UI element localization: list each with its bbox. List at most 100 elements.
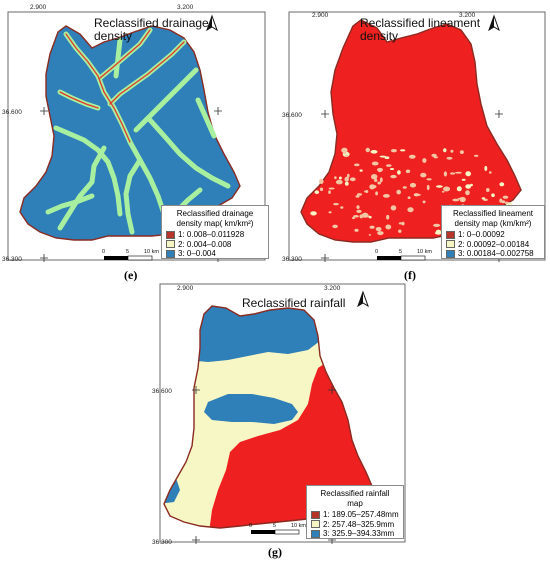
scale-label-5: 5 (126, 249, 129, 255)
lineament-density-patch (443, 148, 447, 153)
lineament-density-patch (409, 182, 417, 188)
lineament-density-patch (499, 198, 503, 203)
stream-network (45, 27, 231, 235)
scale-bar: 0 5 10 km (102, 249, 159, 261)
north-arrow-icon (206, 14, 218, 32)
legend-item-2: 2: 0.004–0.008 (166, 240, 264, 250)
lineament-density-patch (319, 187, 324, 192)
lineament-density-patch (359, 169, 363, 172)
legend-title-line2: map (347, 498, 363, 508)
legend-item-1: 1: 189.05–257.48mm (311, 510, 399, 520)
lineament-density-patch (356, 193, 363, 196)
lineament-density-patch (397, 170, 401, 175)
lineament-density-patch (365, 147, 371, 153)
lineament-density-patch (374, 178, 378, 182)
north-arrow-icon (488, 14, 500, 32)
lineament-density-patch (314, 190, 320, 195)
lineament-density-patch (371, 161, 379, 166)
lineament-density-patch (402, 186, 407, 189)
lineament-density-patch (338, 176, 342, 180)
lineament-density-patch (502, 195, 509, 199)
lineament-density-patch (461, 178, 466, 181)
lineament-density-patch (499, 182, 505, 187)
legend-item-1: 1: 0–0.00092 (446, 230, 540, 240)
map-panel-drainage: 2.900 3.200 36.600 36.300 0 5 10 km Recl… (0, 0, 273, 285)
scale-label-10: 10 km (144, 249, 159, 255)
lineament-density-patch (414, 193, 421, 196)
lineament-density-patch (443, 186, 451, 192)
rainfall-zone-3-middle (204, 394, 298, 424)
lineament-density-patch (401, 221, 405, 226)
legend-swatch (446, 240, 455, 249)
lineament-density-patch (361, 212, 369, 218)
tick-lon-right: 3.200 (177, 4, 194, 11)
lineament-density-patch (390, 174, 397, 179)
lineament-density-patch (501, 200, 506, 204)
north-arrow-icon (357, 290, 369, 308)
lineament-density-patch (409, 154, 416, 159)
lineament-density-patch (450, 172, 456, 175)
lineament-density-patch (341, 147, 348, 153)
legend-swatch (166, 230, 175, 239)
lineament-density-patch (332, 224, 338, 229)
legend-item-2: 2: 0.00092–0.00184 (446, 240, 540, 250)
map-title-line1: Reclassified rainfall (242, 296, 346, 310)
legend-swatch (166, 240, 175, 249)
lineament-density-patch (352, 216, 355, 220)
lineament-density-patch (333, 202, 339, 206)
legend-label: 2: 0.00092–0.00184 (458, 239, 530, 249)
lineament-density-patch (426, 178, 432, 181)
lineament-density-patch (385, 224, 392, 230)
tick-lat-bottom: 36.300 (152, 539, 172, 546)
lineament-density-patch (355, 195, 360, 198)
map-legend: Reclassified drainage density map( km/km… (161, 205, 269, 259)
lineament-density-patch (474, 154, 479, 157)
map-panel-rainfall: 2.900 3.200 36.600 36.300 0 5 10 km Recl… (148, 280, 408, 561)
legend-item-2: 2: 257.48–325.9mm (311, 520, 399, 530)
legend-label: 2: 257.48–325.9mm (323, 519, 395, 529)
tick-lon-left: 2.900 (30, 4, 47, 11)
scale-label-5: 5 (273, 523, 276, 529)
lineament-density-patch (354, 163, 360, 167)
lineament-density-patch (386, 214, 390, 220)
lineament-density-patch (359, 214, 364, 219)
lineament-density-patch (375, 227, 382, 232)
legend-swatch (446, 249, 455, 258)
figure-caption: (f) (404, 268, 416, 282)
lineament-density-patch (356, 209, 362, 213)
tick-lon-left: 2.900 (312, 12, 329, 19)
legend-label: 2: 0.004–0.008 (178, 239, 232, 249)
lineament-density-patch (319, 178, 324, 185)
lineament-density-patch (433, 223, 441, 227)
legend-title-line1: Reclassified rainfall (320, 489, 390, 498)
legend-label: 1: 0–0.00092 (458, 230, 505, 239)
lineament-density-patch (383, 194, 390, 198)
map-title: Reclassified drainage density (94, 17, 209, 43)
lineament-density-patch (368, 234, 372, 236)
lineament-density-patch (344, 181, 349, 186)
legend-swatch (311, 520, 320, 529)
lineament-density-patch (398, 229, 402, 233)
scale-label-0: 0 (249, 523, 252, 529)
lineament-density-patch (344, 176, 349, 182)
map-panel-lineament: 2.900 3.200 36.600 36.300 0 5 10 km Recl… (277, 0, 550, 285)
lineament-density-patch (446, 156, 453, 160)
tick-lat-bottom: 36.300 (282, 256, 302, 263)
grid-crosses (192, 386, 336, 544)
lineament-density-patch (454, 171, 462, 174)
scale-label-10: 10 km (291, 523, 306, 529)
map-title: Reclassified lineament density (360, 17, 480, 43)
lineament-density-patch (377, 231, 384, 236)
rainfall-map-canvas: 2.900 3.200 36.600 36.300 0 5 10 km (152, 283, 406, 546)
legend-title-line1: Reclassified drainage (176, 209, 254, 218)
legend-item-1: 1: 0.008–0.011928 (166, 230, 264, 240)
lineament-density-patch (481, 197, 486, 200)
lineament-density-patch (335, 179, 343, 185)
lineament-density-patch (452, 198, 460, 202)
lineament-density-patch (486, 188, 490, 192)
lineament-density-patch (441, 190, 445, 193)
lineament-density-patch (378, 170, 382, 173)
tick-lon-left: 2.900 (177, 285, 194, 292)
legend-swatch (446, 230, 455, 239)
tick-lon-right: 3.200 (324, 285, 341, 292)
